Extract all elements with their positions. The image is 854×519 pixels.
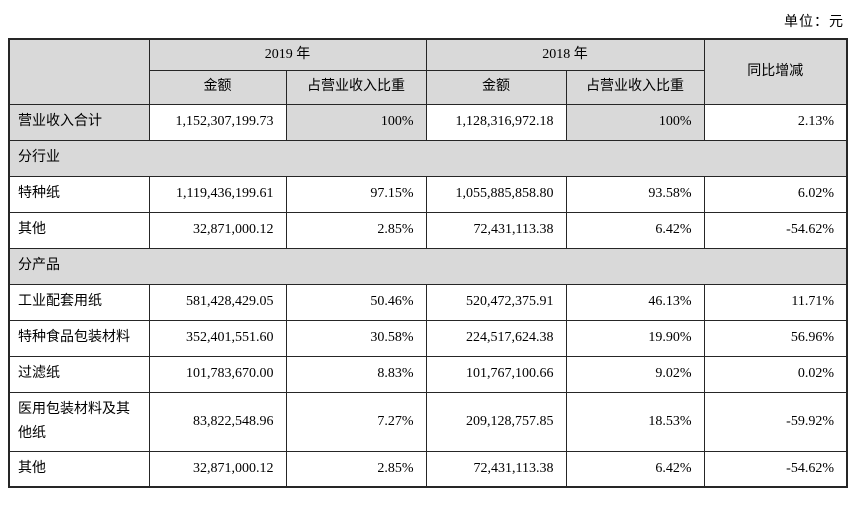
header-group-row: 2019 年 2018 年 同比增减 xyxy=(8,38,848,105)
section-row: 分产品 xyxy=(8,247,848,285)
unit-label: 单位：元 xyxy=(784,15,844,30)
header-pct-2018-cell: 占营业收入比重 xyxy=(565,69,705,105)
pct-2019-cell: 8.83% xyxy=(285,355,427,393)
amount-2019-cell: 352,401,551.60 xyxy=(148,319,287,357)
row-label-cell: 其他 xyxy=(8,211,150,249)
table-row: 医用包装材料及其他纸 83,822,548.96 7.27% 209,128,757.… xyxy=(8,391,848,452)
yoy-cell: -54.62% xyxy=(703,450,848,488)
pct-2019-cell: 2.85% xyxy=(285,450,427,488)
row-label-cell: 过滤纸 xyxy=(8,355,150,393)
table-row: 特种纸 1,119,436,199.61 97.15% 1,055,885,858.8… xyxy=(8,175,848,213)
yoy-cell: 11.71% xyxy=(703,283,848,321)
amount-2018-cell: 224,517,624.38 xyxy=(425,319,567,357)
pct-2018-cell: 46.13% xyxy=(565,283,705,321)
header-yoy-cell: 同比增减 xyxy=(703,38,848,105)
table-body: 营业收入合计 1,152,307,199.73 100% 1,128,316,972.… xyxy=(8,103,848,488)
header-amount-2019-cell: 金额 xyxy=(148,69,287,105)
pct-2019-cell: 30.58% xyxy=(285,319,427,357)
table-row: 过滤纸 101,783,670.00 8.83% 101,767,100.66 9.02… xyxy=(8,355,848,393)
amount-2019-cell: 83,822,548.96 xyxy=(148,391,287,452)
amount-2019-cell: 101,783,670.00 xyxy=(148,355,287,393)
row-label-cell: 营业收入合计 xyxy=(8,103,150,141)
table-row: 其他 32,871,000.12 2.85% 72,431,113.38 6.42% -5… xyxy=(8,211,848,249)
table-row: 特种食品包装材料 352,401,551.60 30.58% 224,517,624.… xyxy=(8,319,848,357)
pct-2018-cell: 6.42% xyxy=(565,211,705,249)
amount-2018-cell: 72,431,113.38 xyxy=(425,450,567,488)
row-label-cell: 工业配套用纸 xyxy=(8,283,150,321)
section-label-cell: 分产品 xyxy=(8,247,848,285)
section-row: 分行业 xyxy=(8,139,848,177)
header-sub-row: 金额 占营业收入比重 金额 占营业收入比重 xyxy=(9,69,847,105)
pct-2018-cell: 9.02% xyxy=(565,355,705,393)
header-2018-cell: 2018 年 xyxy=(425,38,705,71)
yoy-cell: 56.96% xyxy=(703,319,848,357)
table-row: 其他 32,871,000.12 2.85% 72,431,113.38 6.42% -5… xyxy=(8,450,848,488)
yoy-cell: 0.02% xyxy=(703,355,848,393)
pct-2018-cell: 19.90% xyxy=(565,319,705,357)
yoy-cell: 2.13% xyxy=(703,103,848,141)
amount-2019-cell: 32,871,000.12 xyxy=(148,450,287,488)
amount-2018-cell: 101,767,100.66 xyxy=(425,355,567,393)
header-blank-cell xyxy=(8,38,150,105)
yoy-cell: 6.02% xyxy=(703,175,848,213)
row-label-cell: 特种食品包装材料 xyxy=(8,319,150,357)
row-label-cell: 其他 xyxy=(8,450,150,488)
amount-2018-cell: 1,055,885,858.80 xyxy=(425,175,567,213)
header-pct-2019-cell: 占营业收入比重 xyxy=(285,69,427,105)
row-label-cell: 医用包装材料及其他纸 xyxy=(8,391,150,452)
pct-2019-cell: 97.15% xyxy=(285,175,427,213)
row-label-cell: 特种纸 xyxy=(8,175,150,213)
pct-2019-cell: 50.46% xyxy=(285,283,427,321)
amount-2018-cell: 209,128,757.85 xyxy=(425,391,567,452)
pct-2018-cell: 93.58% xyxy=(565,175,705,213)
pct-2018-cell: 18.53% xyxy=(565,391,705,452)
yoy-cell: -54.62% xyxy=(703,211,848,249)
amount-2019-cell: 581,428,429.05 xyxy=(148,283,287,321)
table-header: 2019 年 2018 年 同比增减 金额 占营业收入比重 金额 占营业收入比重 xyxy=(8,38,848,105)
yoy-cell: -59.92% xyxy=(703,391,848,452)
revenue-breakdown-table: 2019 年 2018 年 同比增减 金额 占营业收入比重 金额 占营业收入比重… xyxy=(8,38,848,488)
amount-2018-cell: 72,431,113.38 xyxy=(425,211,567,249)
pct-2018-cell: 100% xyxy=(565,103,705,141)
amount-2018-cell: 520,472,375.91 xyxy=(425,283,567,321)
section-label-cell: 分行业 xyxy=(8,139,848,177)
pct-2019-cell: 2.85% xyxy=(285,211,427,249)
header-amount-2018-cell: 金额 xyxy=(425,69,567,105)
pct-2018-cell: 6.42% xyxy=(565,450,705,488)
pct-2019-cell: 100% xyxy=(285,103,427,141)
amount-2019-cell: 1,152,307,199.73 xyxy=(148,103,287,141)
pct-2019-cell: 7.27% xyxy=(285,391,427,452)
table-row: 营业收入合计 1,152,307,199.73 100% 1,128,316,972.… xyxy=(8,103,848,141)
amount-2019-cell: 32,871,000.12 xyxy=(148,211,287,249)
amount-2018-cell: 1,128,316,972.18 xyxy=(425,103,567,141)
header-2019-cell: 2019 年 xyxy=(148,38,427,71)
amount-2019-cell: 1,119,436,199.61 xyxy=(148,175,287,213)
table-row: 工业配套用纸 581,428,429.05 50.46% 520,472,375.91… xyxy=(8,283,848,321)
